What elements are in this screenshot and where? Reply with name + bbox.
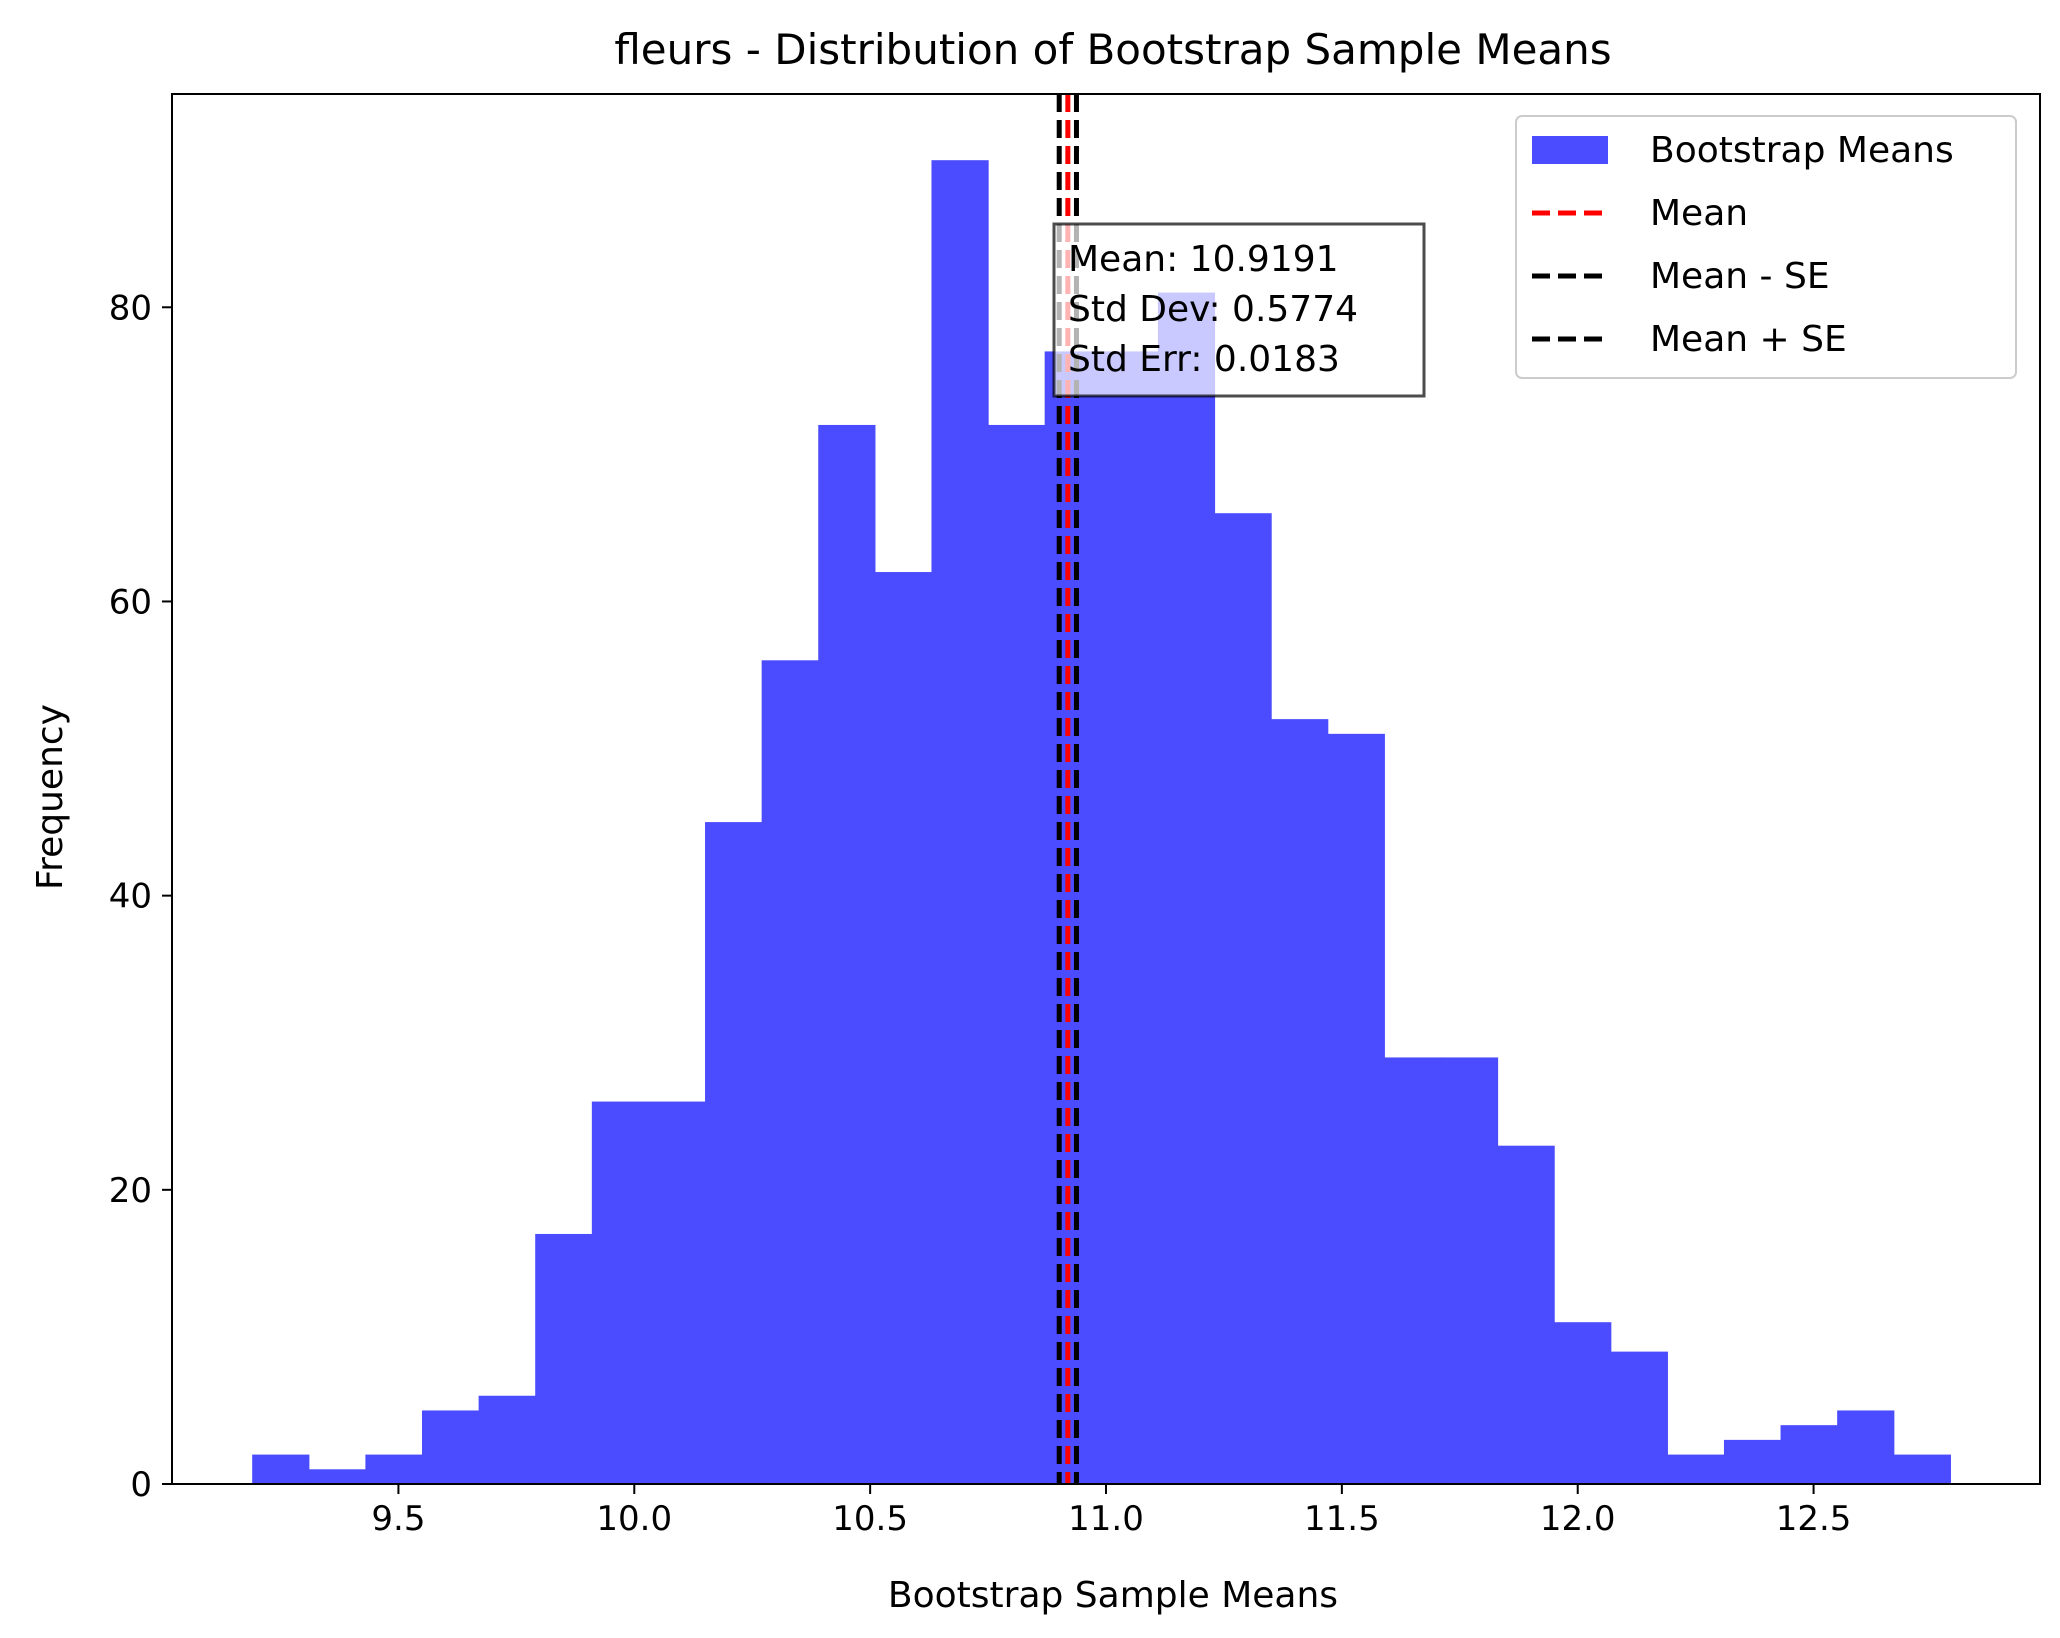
histogram-bar: [1101, 351, 1159, 1484]
histogram-bar: [761, 660, 819, 1484]
histogram-bar: [988, 424, 1046, 1484]
histogram-bar: [1157, 292, 1216, 1485]
legend-swatch-bootstrap-means: [1532, 136, 1608, 164]
stats-annotation: Mean: 10.9191 Std Dev: 0.5774 Std Err: 0…: [1052, 222, 1426, 398]
annotation-std-err: Std Err: 0.0183: [1068, 339, 1340, 380]
annotation-box: [1052, 222, 1426, 398]
x-axis-label: Bootstrap Sample Means: [888, 1575, 1338, 1616]
legend-box: [1515, 115, 2017, 379]
x-ticks-group: 9.5 10.0 10.5 11.0 11.5 12.0 12.5: [371, 1484, 1851, 1539]
y-tick-label: 60: [109, 582, 152, 622]
x-tick-label: 10.0: [596, 1499, 672, 1539]
y-axis-label: Frequency: [30, 704, 71, 890]
legend-label-mean: Mean: [1650, 193, 1748, 234]
y-tick-label: 20: [109, 1171, 152, 1211]
histogram-bar: [1440, 1057, 1499, 1484]
histogram-bar: [478, 1395, 536, 1484]
histogram-bar: [705, 822, 763, 1484]
histogram-bar: [1384, 1057, 1442, 1484]
histogram-bar: [422, 1410, 480, 1484]
histogram-bar: [1610, 1351, 1668, 1484]
x-tick-label: 10.5: [832, 1499, 908, 1539]
histogram-bar: [1327, 733, 1385, 1484]
y-tick-label: 40: [109, 877, 152, 917]
histogram-bar: [1837, 1410, 1895, 1484]
histogram-bar: [308, 1469, 367, 1484]
histogram-bar: [1723, 1439, 1782, 1484]
histogram-bar: [1271, 719, 1329, 1484]
histogram-bar: [1554, 1322, 1612, 1484]
histogram-bar: [818, 424, 876, 1484]
y-tick-label: 0: [130, 1465, 152, 1505]
legend-label-mean-plus-se: Mean + SE: [1650, 319, 1847, 360]
reference-lines-group: [1056, 94, 1079, 1484]
legend: Bootstrap Means Mean Mean - SE Mean + SE: [1515, 115, 2017, 379]
legend-label-bootstrap-means: Bootstrap Means: [1650, 130, 1954, 171]
histogram-bar: [1214, 513, 1272, 1484]
x-tick-label: 12.0: [1540, 1499, 1616, 1539]
x-tick-label: 11.5: [1304, 1499, 1380, 1539]
y-ticks-group: 0 20 40 60 80: [109, 288, 172, 1505]
legend-label-mean-minus-se: Mean - SE: [1650, 256, 1830, 297]
histogram-bar: [1044, 351, 1102, 1484]
histogram-bar: [1893, 1454, 1951, 1484]
histogram-bar: [648, 1101, 706, 1484]
histogram-bar: [591, 1101, 650, 1484]
annotation-std-dev: Std Dev: 0.5774: [1068, 289, 1358, 330]
histogram-bar: [535, 1233, 593, 1484]
histogram-bar: [931, 160, 989, 1485]
y-tick-label: 80: [109, 288, 152, 328]
x-tick-label: 12.5: [1776, 1499, 1852, 1539]
x-tick-label: 11.0: [1068, 1499, 1144, 1539]
histogram-bar: [1780, 1425, 1838, 1484]
bars-group: [252, 160, 1951, 1485]
annotation-mean: Mean: 10.9191: [1068, 239, 1339, 280]
histogram-bar: [1497, 1145, 1555, 1484]
histogram-bar: [252, 1454, 310, 1484]
x-tick-label: 9.5: [371, 1499, 425, 1539]
histogram-bar: [874, 572, 933, 1484]
histogram-bar: [1667, 1454, 1725, 1484]
histogram-bar: [365, 1454, 423, 1484]
chart-title: fleurs - Distribution of Bootstrap Sampl…: [614, 25, 1611, 74]
